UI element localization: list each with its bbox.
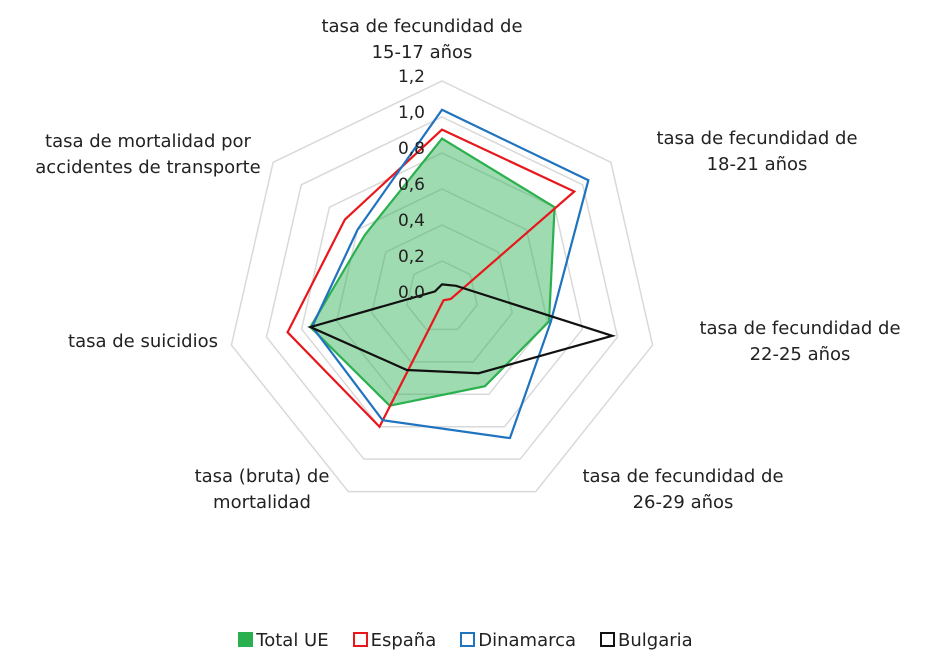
grid-line (230, 80, 654, 493)
grid-line (265, 116, 619, 460)
tick-label: 0,4 (398, 211, 425, 231)
legend-item: Dinamarca (460, 630, 576, 651)
tick-label: 0,2 (398, 247, 425, 267)
category-label: tasa de fecundidad de 15-17 años (321, 16, 523, 63)
legend-label: Bulgaria (618, 630, 693, 651)
category-label: tasa de mortalidad por accidentes de tra… (35, 131, 261, 178)
tick-label: 1,2 (398, 67, 425, 87)
legend-swatch (238, 632, 254, 647)
series-polygon (307, 283, 617, 375)
grid-line (370, 224, 514, 363)
category-label: tasa de fecundidad de 26-29 años (582, 466, 784, 513)
legend: Total UE España Dinamarca Bulgaria (0, 630, 931, 651)
legend-label: Total UE (256, 630, 329, 651)
tick-label: 0,6 (398, 175, 425, 195)
legend-item: Total UE (238, 630, 329, 651)
grid-line (406, 260, 478, 331)
grid-line (300, 152, 584, 428)
legend-item: Bulgaria (600, 630, 693, 651)
series-polygon (310, 108, 590, 440)
tick-label: 0,0 (398, 283, 425, 303)
legend-swatch (460, 632, 476, 647)
legend-item: España (352, 630, 437, 651)
category-label: tasa de fecundidad de 22-25 años (699, 318, 901, 365)
category-label: tasa (bruta) de mortalidad (194, 466, 330, 513)
series-polygon (286, 128, 577, 429)
tick-label: 1,0 (398, 103, 425, 123)
tick-label: 0,8 (398, 139, 425, 159)
category-label: tasa de suicidios (68, 331, 218, 352)
series-polygon (309, 137, 556, 407)
legend-label: España (370, 630, 437, 651)
legend-swatch (600, 632, 616, 647)
legend-swatch (352, 632, 368, 647)
legend-label: Dinamarca (478, 630, 577, 651)
category-label: tasa de fecundidad de 18-21 años (656, 128, 858, 175)
